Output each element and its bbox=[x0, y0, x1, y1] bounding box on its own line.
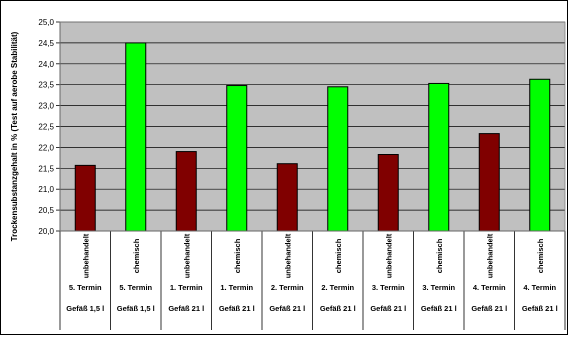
category-vessel-label: Gefäß 21 l bbox=[219, 304, 255, 313]
category-termin-label: 2. Termin bbox=[321, 283, 354, 292]
category-termin-label: 1. Termin bbox=[170, 283, 203, 292]
y-tick-label: 21,5 bbox=[38, 164, 54, 173]
category-treatment-label: unbehandelt bbox=[182, 233, 191, 278]
category-termin-label: 4. Termin bbox=[523, 283, 556, 292]
y-axis-title: Trockensubstanzgehalt in % (Test auf aer… bbox=[10, 31, 19, 241]
category-vessel-label: Gefäß 21 l bbox=[320, 304, 356, 313]
category-vessel-label: Gefäß 21 l bbox=[421, 304, 457, 313]
bar-unbehandelt bbox=[377, 154, 399, 232]
y-tick-label: 23,0 bbox=[38, 102, 54, 111]
category-treatment-label: chemisch bbox=[536, 238, 545, 273]
bar-chemisch bbox=[428, 82, 450, 232]
category-vessel-label: Gefäß 21 l bbox=[471, 304, 507, 313]
category-termin-label: 3. Termin bbox=[422, 283, 455, 292]
y-axis-title-group: Trockensubstanzgehalt in % (Test auf aer… bbox=[10, 31, 19, 241]
category-treatment-label: chemisch bbox=[233, 238, 242, 273]
category-termin-label: 5. Termin bbox=[119, 283, 152, 292]
category-vessel-label: Gefäß 1,5 l bbox=[117, 304, 155, 313]
category-termin-label: 4. Termin bbox=[473, 283, 506, 292]
category-vessel-label: Gefäß 21 l bbox=[370, 304, 406, 313]
category-vessel-label: Gefäß 1,5 l bbox=[66, 304, 104, 313]
category-vessel-label: Gefäß 21 l bbox=[522, 304, 558, 313]
category-termin-label: 3. Termin bbox=[372, 283, 405, 292]
bar-chemisch bbox=[226, 85, 248, 232]
y-tick-label: 20,0 bbox=[38, 227, 54, 236]
category-termin-label: 5. Termin bbox=[69, 283, 102, 292]
category-termin-label: 1. Termin bbox=[220, 283, 253, 292]
bar-unbehandelt bbox=[478, 133, 500, 232]
plot-border bbox=[59, 21, 566, 232]
category-vessel-label: Gefäß 21 l bbox=[269, 304, 305, 313]
bar-chemisch bbox=[529, 78, 551, 232]
category-table: unbehandelt 5. Termin Gefäß 1,5 l chemisch 5… bbox=[59, 231, 566, 330]
y-axis-ticks: 20,0 20,5 21,0 21,5 22,0 22,5 23,0 23,5 24,0 24,5… bbox=[38, 18, 60, 236]
y-tick-label: 25,0 bbox=[38, 18, 54, 27]
category-treatment-label: chemisch bbox=[132, 238, 141, 273]
category-treatment-label: unbehandelt bbox=[485, 233, 494, 278]
y-tick-label: 22,5 bbox=[38, 123, 54, 132]
y-tick-label: 23,5 bbox=[38, 81, 54, 90]
y-tick-label: 21,0 bbox=[38, 185, 54, 194]
category-termin-label: 2. Termin bbox=[271, 283, 304, 292]
category-treatment-label: chemisch bbox=[435, 238, 444, 273]
bar-chemisch bbox=[327, 86, 349, 232]
y-tick-label: 20,5 bbox=[38, 206, 54, 215]
category-treatment-label: unbehandelt bbox=[283, 233, 292, 278]
bar-unbehandelt bbox=[74, 164, 96, 232]
category-vessel-label: Gefäß 21 l bbox=[168, 304, 204, 313]
y-tick-label: 24,5 bbox=[38, 39, 54, 48]
y-tick-label: 24,0 bbox=[38, 60, 54, 69]
y-tick-label: 22,0 bbox=[38, 143, 54, 152]
bar-unbehandelt bbox=[175, 151, 197, 232]
bar-unbehandelt bbox=[276, 163, 298, 232]
category-treatment-label: chemisch bbox=[334, 238, 343, 273]
category-treatment-label: unbehandelt bbox=[384, 233, 393, 278]
axes bbox=[59, 21, 566, 232]
category-treatment-label: unbehandelt bbox=[81, 233, 90, 278]
bar-chemisch bbox=[125, 42, 147, 232]
